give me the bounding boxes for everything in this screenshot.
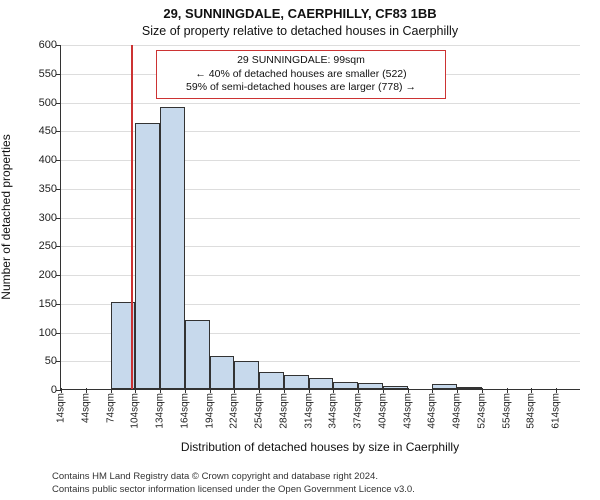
xtick-label: 314sqm — [303, 393, 314, 429]
footer-attribution: Contains HM Land Registry data © Crown c… — [52, 471, 592, 496]
xtick-label: 224sqm — [229, 393, 240, 429]
xtick-label: 554sqm — [501, 393, 512, 429]
footer-line-2: Contains public sector information licen… — [52, 484, 592, 496]
xtick-label: 74sqm — [105, 393, 116, 423]
chart-root: 29, SUNNINGDALE, CAERPHILLY, CF83 1BB Si… — [0, 0, 600, 500]
ytick-label: 300 — [17, 212, 57, 224]
ytick-label: 150 — [17, 298, 57, 310]
xtick-label: 14sqm — [56, 393, 67, 423]
x-axis-label: Distribution of detached houses by size … — [60, 440, 580, 454]
histogram-bar — [432, 384, 457, 389]
histogram-bar — [210, 356, 235, 389]
xtick-label: 494sqm — [452, 393, 463, 429]
chart-title-address: 29, SUNNINGDALE, CAERPHILLY, CF83 1BB — [0, 6, 600, 21]
xtick-label: 134sqm — [155, 393, 166, 429]
xtick-label: 584sqm — [526, 393, 537, 429]
xtick-label: 254sqm — [254, 393, 265, 429]
ytick-label: 500 — [17, 97, 57, 109]
histogram-bar — [309, 378, 334, 390]
xtick-label: 164sqm — [179, 393, 190, 429]
ytick-label: 450 — [17, 125, 57, 137]
xtick-label: 44sqm — [80, 393, 91, 423]
histogram-bar — [333, 382, 358, 389]
histogram-bar — [160, 107, 185, 389]
ytick-label: 50 — [17, 355, 57, 367]
plot-area: 14sqm44sqm74sqm104sqm134sqm164sqm194sqm2… — [60, 45, 580, 390]
annotation-line: 59% of semi-detached houses are larger (… — [165, 81, 437, 95]
histogram-bar — [284, 375, 309, 389]
gridline — [61, 45, 580, 46]
xtick-label: 404sqm — [377, 393, 388, 429]
xtick-label: 104sqm — [130, 393, 141, 429]
ytick-label: 0 — [17, 384, 57, 396]
xtick-label: 614sqm — [551, 393, 562, 429]
footer-line-1: Contains HM Land Registry data © Crown c… — [52, 471, 592, 483]
ytick-label: 100 — [17, 327, 57, 339]
histogram-bar — [457, 387, 482, 389]
ytick-label: 250 — [17, 240, 57, 252]
histogram-bar — [383, 386, 408, 389]
xtick-label: 434sqm — [402, 393, 413, 429]
ytick-label: 350 — [17, 183, 57, 195]
histogram-bar — [234, 361, 259, 389]
histogram-bar — [185, 320, 210, 389]
histogram-bar — [358, 383, 383, 389]
xtick-label: 374sqm — [353, 393, 364, 429]
xtick-label: 464sqm — [427, 393, 438, 429]
histogram-bar — [259, 372, 284, 389]
xtick-label: 344sqm — [328, 393, 339, 429]
annotation-line: 29 SUNNINGDALE: 99sqm — [165, 54, 437, 68]
ytick-label: 400 — [17, 154, 57, 166]
chart-subtitle: Size of property relative to detached ho… — [0, 24, 600, 38]
xtick-label: 284sqm — [278, 393, 289, 429]
xtick-label: 194sqm — [204, 393, 215, 429]
property-marker-line — [131, 45, 133, 389]
xtick-label: 524sqm — [476, 393, 487, 429]
annotation-box: 29 SUNNINGDALE: 99sqm← 40% of detached h… — [156, 50, 446, 99]
ytick-label: 600 — [17, 39, 57, 51]
annotation-line: ← 40% of detached houses are smaller (52… — [165, 68, 437, 82]
ytick-label: 200 — [17, 269, 57, 281]
y-axis-label: Number of detached properties — [0, 134, 13, 299]
ytick-label: 550 — [17, 68, 57, 80]
gridline — [61, 103, 580, 104]
histogram-bar — [135, 123, 160, 389]
